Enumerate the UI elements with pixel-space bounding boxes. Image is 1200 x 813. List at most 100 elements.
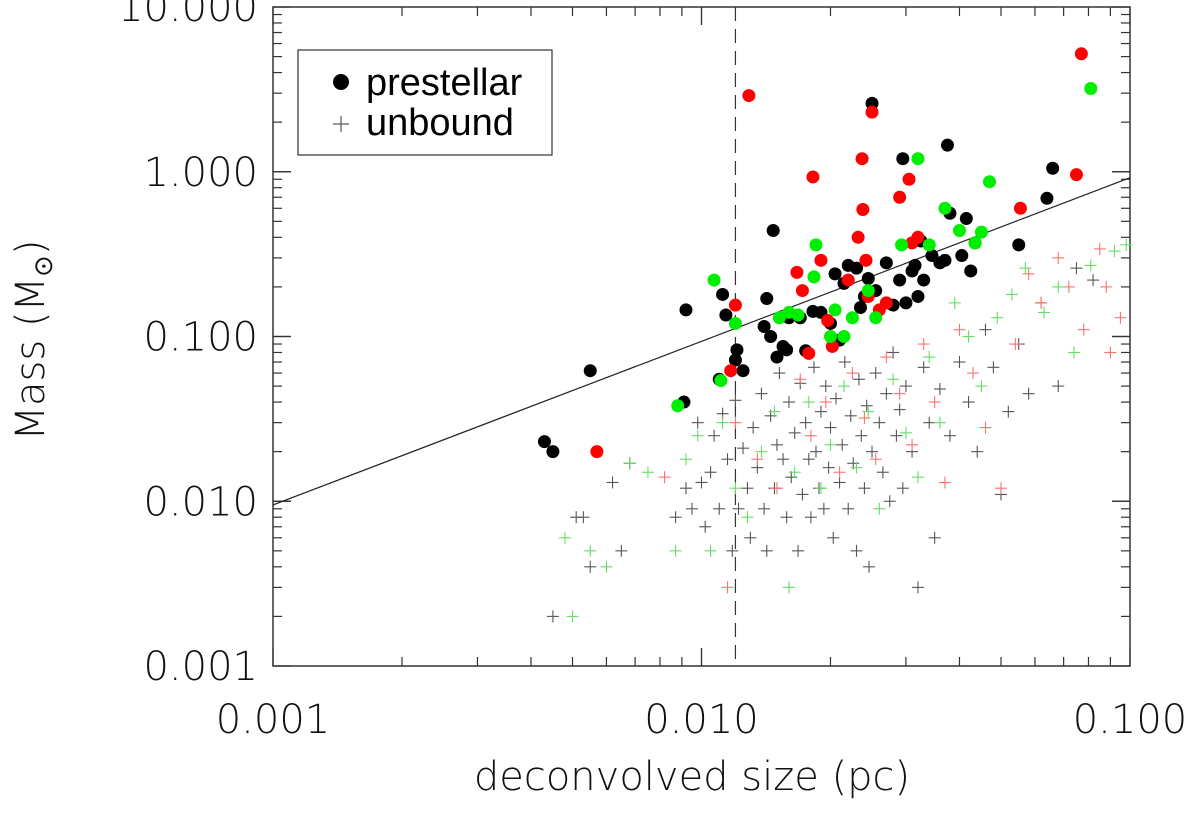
- unbound-point: [1114, 311, 1127, 324]
- prestellar-point: [938, 253, 952, 267]
- unbound-point: [755, 387, 768, 400]
- unbound-point: [1038, 306, 1051, 319]
- prestellar-point: [959, 212, 973, 226]
- prestellar-point: [728, 316, 742, 330]
- prestellar-point: [855, 152, 869, 166]
- unbound-point: [1052, 280, 1065, 293]
- y-tick-label: 0.100: [143, 315, 258, 361]
- prestellar-point: [707, 273, 721, 287]
- unbound-point: [773, 367, 786, 380]
- prestellar-point: [1040, 191, 1054, 205]
- unbound-point: [917, 338, 930, 351]
- unbound-point: [1022, 387, 1035, 400]
- prestellar-point: [679, 303, 693, 317]
- y-tick-label: 0.010: [143, 479, 258, 525]
- unbound-point: [782, 581, 795, 594]
- unbound-point: [758, 502, 771, 515]
- axis-ticks: [272, 6, 1131, 667]
- legend-marker-prestellar: [333, 74, 349, 90]
- unbound-point: [873, 502, 886, 515]
- data-points: [537, 47, 1133, 623]
- prestellar-point: [895, 238, 909, 252]
- prestellar-point: [856, 203, 870, 217]
- prestellar-point: [724, 364, 738, 378]
- prestellar-point: [908, 258, 922, 272]
- prestellar-point: [809, 238, 823, 252]
- prestellar-point: [861, 271, 875, 285]
- prestellar-point: [940, 138, 954, 152]
- unbound-point: [713, 502, 726, 515]
- unbound-point: [855, 429, 868, 442]
- y-axis-label: Mass (M⊙): [8, 240, 59, 441]
- unbound-point: [893, 387, 906, 400]
- unbound-point: [850, 544, 863, 557]
- prestellar-point: [902, 172, 916, 186]
- unbound-point: [863, 560, 876, 573]
- prestellar-point: [590, 445, 604, 459]
- unbound-point: [890, 429, 903, 442]
- unbound-point: [928, 396, 941, 409]
- unbound-point: [869, 367, 882, 380]
- prestellar-point: [974, 225, 988, 239]
- unbound-point: [695, 476, 708, 489]
- unbound-point: [836, 438, 849, 451]
- unbound-point: [906, 438, 919, 451]
- prestellar-point: [790, 265, 804, 279]
- prestellar-point: [791, 308, 805, 322]
- unbound-point: [880, 387, 893, 400]
- unbound-point: [899, 380, 912, 393]
- unbound-point: [558, 531, 571, 544]
- unbound-point: [760, 544, 773, 557]
- unbound-point: [911, 471, 924, 484]
- y-axis-label-main: Mass (M: [8, 277, 54, 441]
- legend-box: [297, 49, 553, 156]
- prestellar-point: [1084, 82, 1098, 96]
- unbound-point: [782, 396, 795, 409]
- prestellar-point: [1013, 201, 1027, 215]
- unbound-point: [1087, 274, 1100, 287]
- unbound-point: [833, 466, 846, 479]
- prestellar-point: [828, 303, 842, 317]
- y-tick-label: 1.000: [143, 150, 258, 196]
- unbound-point: [966, 367, 979, 380]
- unbound-point: [971, 445, 984, 458]
- unbound-point: [577, 511, 590, 524]
- unbound-point: [858, 412, 871, 425]
- x-tick-label: 0.100: [1073, 697, 1188, 743]
- unbound-point: [794, 373, 807, 386]
- unbound-point: [833, 476, 846, 489]
- unbound-point: [785, 471, 798, 484]
- unbound-point: [923, 351, 936, 364]
- prestellar-point: [772, 311, 786, 325]
- x-tick-label: 0.010: [644, 697, 759, 743]
- prestellar-point: [955, 249, 969, 263]
- unbound-point: [1009, 338, 1022, 351]
- sun-symbol: ⊙: [29, 255, 59, 277]
- prestellar-point: [911, 152, 925, 166]
- unbound-point: [737, 442, 750, 455]
- unbound-point: [726, 544, 739, 557]
- x-axis-label: deconvolved size (pc): [474, 754, 910, 800]
- unbound-point: [873, 416, 886, 429]
- unbound-point: [804, 429, 817, 442]
- prestellar-point: [1012, 238, 1026, 252]
- unbound-point: [953, 323, 966, 336]
- unbound-point: [691, 416, 704, 429]
- unbound-point: [822, 461, 835, 474]
- unbound-point: [962, 396, 975, 409]
- unbound-point: [979, 421, 992, 434]
- unbound-point: [679, 453, 692, 466]
- prestellar-point: [795, 284, 809, 298]
- unbound-point: [817, 502, 830, 515]
- unbound-point: [600, 560, 613, 573]
- unbound-point: [824, 438, 837, 451]
- unbound-point: [1052, 380, 1065, 393]
- unbound-point: [837, 380, 850, 393]
- unbound-point: [584, 544, 597, 557]
- prestellar-point: [896, 152, 910, 166]
- unbound-point: [948, 296, 961, 309]
- y-tick-label: 10.000: [118, 0, 258, 31]
- unbound-point: [893, 403, 906, 416]
- unbound-point: [1035, 296, 1048, 309]
- prestellar-point: [837, 330, 851, 343]
